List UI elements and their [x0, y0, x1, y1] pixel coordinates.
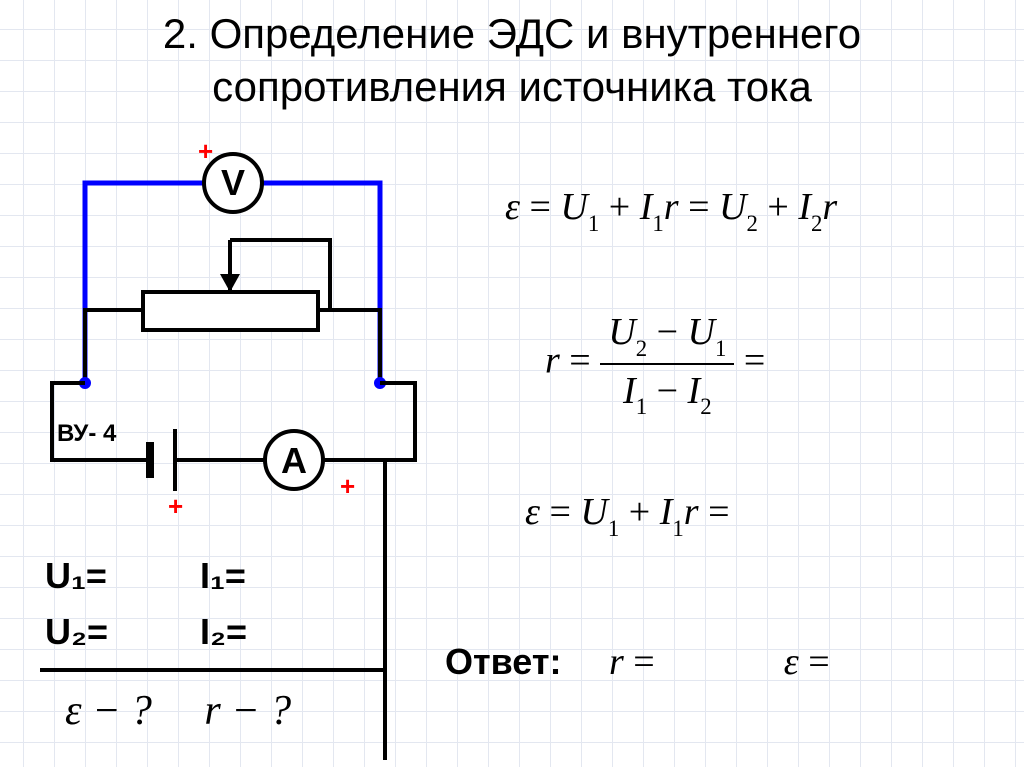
measurement-row-2: U₂= I₂= [45, 611, 247, 653]
battery-label: ВУ- 4 [57, 420, 117, 447]
answer-row: Ответ: r = ε = [445, 640, 830, 684]
page-title: 2. Определение ЭДС и внутреннего сопроти… [0, 8, 1024, 113]
title-line-2: сопротивления источника тока [212, 63, 812, 110]
circuit-diagram: V + ВУ- 4 + A + U₁= I₁= U₂= I₂= ε − ? r [40, 140, 470, 760]
sought-block: ε − ? r − ? [65, 687, 291, 735]
formulas-block: ε = U1 + I1r = U2 + I2r r = U2 − U1 I1 −… [505, 170, 1015, 730]
wire-rheostat-left [85, 310, 143, 383]
fraction-numerator: U2 − U1 [600, 310, 734, 365]
i1-label: I₁= [200, 555, 246, 596]
ammeter-label: A [281, 440, 307, 481]
rheostat-arrow-icon [220, 274, 240, 292]
u2-label: U₂= [45, 611, 190, 653]
battery-plus-icon: + [168, 491, 183, 521]
measurement-row-1: U₁= I₁= [45, 555, 247, 597]
i2-label: I₂= [200, 611, 247, 652]
answer-r: r = [609, 641, 655, 683]
title-line-1: 2. Определение ЭДС и внутреннего [163, 10, 861, 57]
voltmeter-label: V [221, 162, 245, 203]
measurements-block: U₁= I₁= U₂= I₂= [45, 555, 247, 667]
epsilon-question: ε − ? [65, 688, 152, 734]
equation-3: ε = U1 + I1r = [525, 490, 730, 539]
wire-blue-left [85, 183, 204, 383]
answer-label: Ответ: [445, 641, 561, 682]
rheostat-body [143, 292, 318, 330]
ammeter-plus-icon: + [340, 471, 355, 501]
voltmeter-plus-icon: + [198, 140, 213, 166]
equation-2: r = U2 − U1 I1 − I2 = [545, 310, 765, 417]
r-question: r − ? [204, 688, 291, 734]
fraction-denominator: I1 − I2 [600, 365, 734, 418]
u1-label: U₁= [45, 555, 190, 597]
wire-rheostat-right [318, 310, 380, 383]
wire-blue-right [262, 183, 380, 383]
wire-lower-right [323, 383, 415, 460]
answer-epsilon: ε = [784, 641, 830, 683]
fraction: U2 − U1 I1 − I2 [600, 310, 734, 417]
equation-1: ε = U1 + I1r = U2 + I2r [505, 185, 837, 234]
